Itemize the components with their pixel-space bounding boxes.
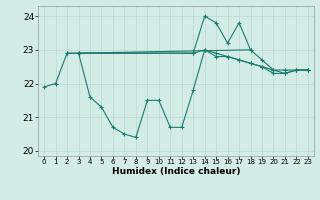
- X-axis label: Humidex (Indice chaleur): Humidex (Indice chaleur): [112, 167, 240, 176]
